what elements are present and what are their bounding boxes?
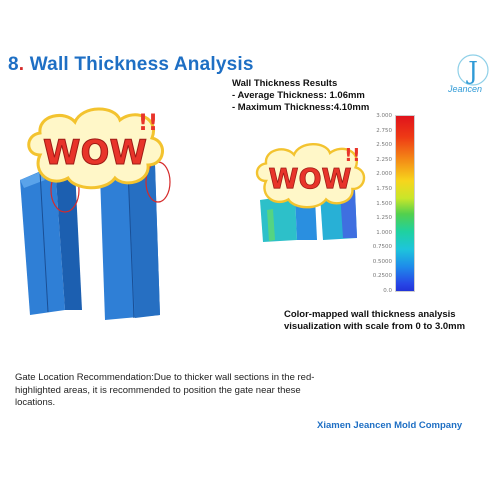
wow-marks-large: !! [138,111,158,136]
logo-letter: J [465,57,478,85]
scale-tick-label: 1.750 [376,185,392,192]
company-logo-icon: J [457,54,489,86]
section-number: 8 [8,54,19,75]
scale-tick-label: 1.500 [376,200,392,207]
wow-sticker-small: WOW !! [255,143,366,209]
maximum-thickness: - Maximum Thickness:4.10mm [232,102,370,113]
average-thickness: - Average Thickness: 1.06mm [232,90,365,101]
results-block: Wall Thickness Results - Average Thickne… [232,78,369,114]
scale-tick-label: 2.250 [376,156,392,163]
scale-tick-label: 2.500 [376,142,392,149]
company-name: Xiamen Jeancen Mold Company [317,420,463,431]
scale-tick-label: 0.7500 [372,244,392,251]
scale-tick-label: 1.000 [376,229,392,236]
caption-line-1: Color-mapped wall thickness analysis [284,309,456,320]
logo-name: Jeancen [448,84,483,94]
scale-tick-label: 3.000 [376,113,392,119]
page-title: 8. Wall Thickness Analysis [8,54,254,76]
part-render-large [20,161,171,320]
wow-marks-small: !! [344,146,360,166]
wow-text-large: WOW [43,133,147,173]
section-dot: . [18,54,25,75]
results-heading: Wall Thickness Results [232,78,338,89]
wow-text-small: WOW [268,164,351,195]
caption-line-2: visualization with scale from 0 to 3.0mm [284,321,466,332]
wow-sticker-large: WOW !! [27,107,164,190]
scale-tick-label: 2.000 [376,171,392,178]
colormap-caption: Color-mapped wall thickness analysis vis… [284,309,465,333]
gate-recommendation: Gate Location Recommendation:Due to thic… [15,372,315,408]
thickness-color-scale [395,115,415,292]
section-title-text: Wall Thickness Analysis [29,54,254,75]
scale-tick-label: 1.250 [376,215,392,222]
scale-tick-label: 0.0 [383,288,392,294]
scale-tick-label: 0.2500 [372,273,392,280]
scale-tick-label: 0.5000 [372,258,392,265]
scale-tick-label: 2.750 [376,127,392,134]
